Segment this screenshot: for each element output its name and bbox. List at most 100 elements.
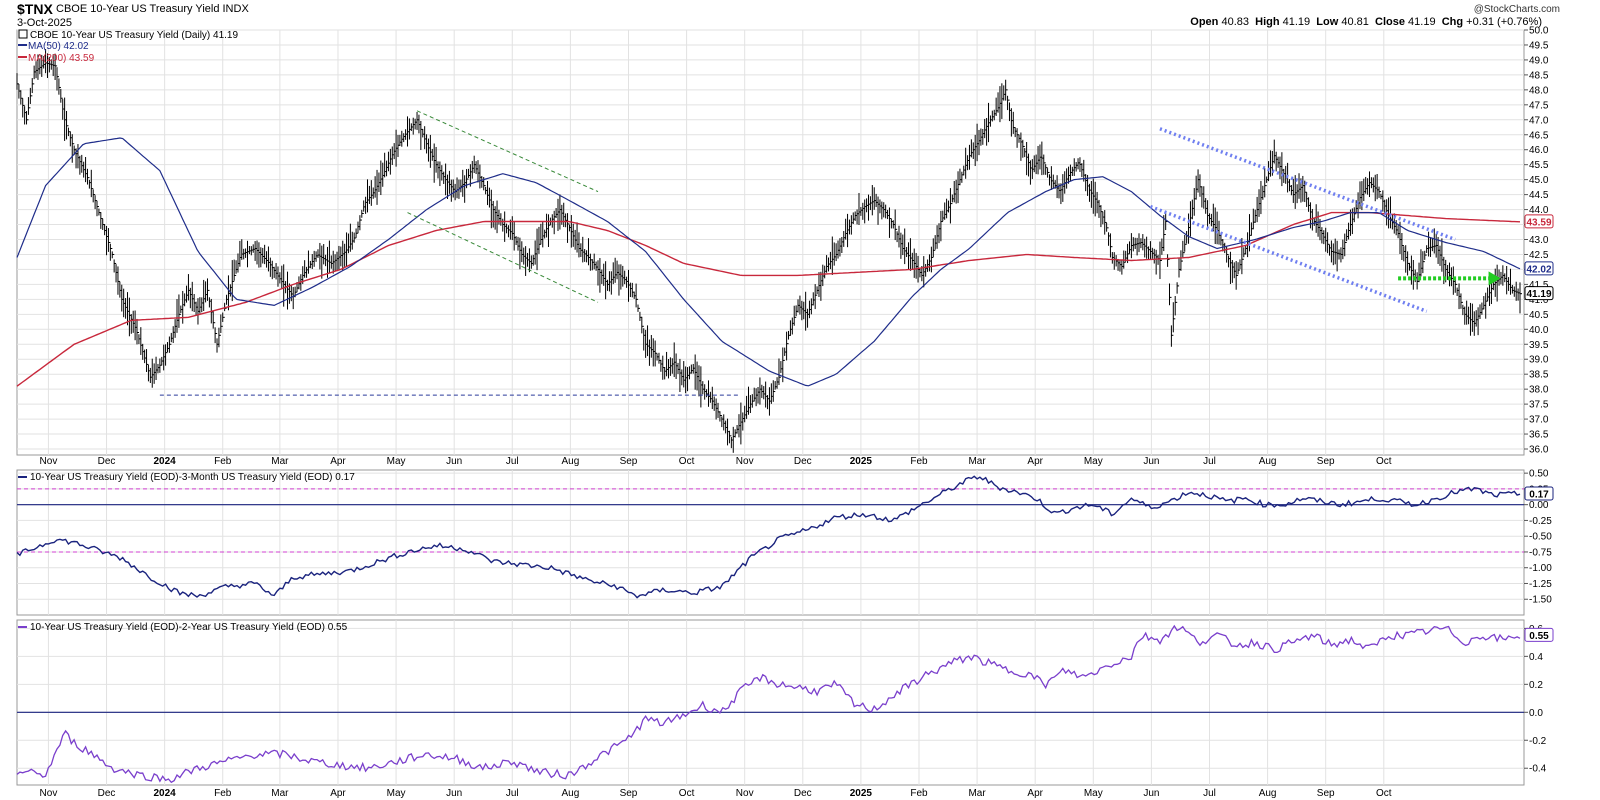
- spread-2y-badge-box: [1524, 627, 1554, 642]
- y-tick-label: -1.25: [1529, 579, 1552, 590]
- x-tick-label: Oct: [1376, 788, 1392, 799]
- y-tick-label: 0.00: [1529, 500, 1549, 511]
- open-value: 40.83: [1221, 16, 1249, 28]
- x-tick-label: Sep: [1317, 456, 1335, 467]
- x-tick-label: Jun: [1143, 456, 1159, 467]
- y-tick-label: 36.0: [1529, 445, 1549, 456]
- green-channel-lower: [407, 212, 599, 303]
- x-tick-label: Aug: [561, 788, 579, 799]
- y-tick-label: 46.0: [1529, 145, 1549, 156]
- x-tick-label: Nov: [40, 456, 58, 467]
- y-tick-label: 48.0: [1529, 85, 1549, 96]
- spread-3m-badge: 0.17: [1529, 489, 1549, 500]
- x-tick-label: Mar: [271, 456, 289, 467]
- panel-frame: [16, 469, 1525, 616]
- instrument-name: CBOE 10-Year US Treasury Yield INDX: [56, 3, 249, 15]
- low-label: Low: [1316, 16, 1339, 28]
- y-tick-label: 50.0: [1529, 26, 1549, 37]
- x-tick-label: May: [1084, 456, 1103, 467]
- x-tick-label: Apr: [1027, 456, 1043, 467]
- x-tick-label: Apr: [330, 788, 346, 799]
- y-tick-label: 0.2: [1529, 680, 1543, 691]
- x-tick-label: Dec: [98, 456, 116, 467]
- x-tick-label: Dec: [794, 456, 812, 467]
- x-tick-label: Oct: [1376, 456, 1392, 467]
- y-tick-label: 44.5: [1529, 190, 1549, 201]
- y-tick-label: -0.75: [1529, 547, 1552, 558]
- ma50-line: [16, 137, 1521, 387]
- x-tick-label: Oct: [679, 456, 695, 467]
- y-tick-label: -1.00: [1529, 563, 1552, 574]
- x-tick-label: Feb: [910, 456, 928, 467]
- x-tick-label: Jul: [506, 788, 519, 799]
- y-tick-label: 0.0: [1529, 708, 1543, 719]
- y-tick-label: -1.50: [1529, 595, 1552, 606]
- price-bars: [16, 49, 1522, 453]
- ma50-badge: 42.02: [1526, 264, 1551, 275]
- y-tick-label: 45.0: [1529, 175, 1549, 186]
- y-tick-label: -0.4: [1529, 764, 1547, 775]
- low-value: 40.81: [1341, 16, 1369, 28]
- y-tick-label: -0.2: [1529, 736, 1547, 747]
- x-tick-label: Nov: [40, 788, 58, 799]
- x-tick-label: Nov: [736, 788, 754, 799]
- y-tick-label: 40.5: [1529, 310, 1549, 321]
- y-tick-label: 49.0: [1529, 55, 1549, 66]
- ma50-legend: MA(50) 42.02: [28, 41, 89, 52]
- x-tick-label: 2025: [850, 456, 873, 467]
- x-tick-label: Jul: [506, 456, 519, 467]
- price-badge: 41.19: [1526, 289, 1551, 300]
- spread-2y-line: [16, 624, 1521, 784]
- x-tick-label: Aug: [1259, 456, 1277, 467]
- y-tick-label: -0.50: [1529, 532, 1552, 543]
- x-tick-label: May: [1084, 788, 1103, 799]
- y-tick-label: 38.0: [1529, 385, 1549, 396]
- x-tick-label: May: [387, 788, 406, 799]
- y-tick-label: 37.5: [1529, 400, 1549, 411]
- x-tick-label: Dec: [794, 788, 812, 799]
- ma200-badge-box: [1524, 214, 1554, 229]
- ticker-symbol: $TNX: [17, 1, 53, 17]
- x-tick-label: Mar: [968, 456, 986, 467]
- y-tick-label: 40.0: [1529, 325, 1549, 336]
- price-legend-icon: [18, 29, 28, 39]
- high-label: High: [1255, 16, 1280, 28]
- x-tick-label: Feb: [214, 456, 232, 467]
- y-tick-label: 49.5: [1529, 40, 1549, 51]
- x-tick-label: Sep: [620, 456, 638, 467]
- close-label: Close: [1375, 16, 1405, 28]
- x-tick-label: Aug: [1259, 788, 1277, 799]
- close-value: 41.19: [1408, 16, 1436, 28]
- x-tick-label: Jul: [1203, 788, 1216, 799]
- spread-3m-line: [16, 475, 1521, 599]
- x-tick-label: Jun: [446, 456, 462, 467]
- open-label: Open: [1190, 16, 1219, 28]
- chg-label: Chg: [1441, 16, 1464, 28]
- y-tick-label: 38.5: [1529, 370, 1549, 381]
- y-tick-label: 0.50: [1529, 469, 1549, 480]
- x-tick-label: Dec: [98, 788, 116, 799]
- y-tick-label: 0.4: [1529, 652, 1543, 663]
- x-tick-label: Sep: [1317, 788, 1335, 799]
- x-tick-label: Aug: [561, 456, 579, 467]
- y-tick-label: 41.0: [1529, 295, 1549, 306]
- ohlc-readout: Open 40.83 High 41.19 Low 40.81 Close 41…: [1190, 16, 1542, 28]
- price-badge-box: [1524, 286, 1554, 301]
- spread-3m-badge-box: [1524, 486, 1554, 501]
- x-tick-label: 2024: [154, 788, 177, 799]
- x-tick-label: Mar: [968, 788, 986, 799]
- panel-frame: [16, 619, 1525, 786]
- y-tick-label: 46.5: [1529, 130, 1549, 141]
- green-arrow-head: [1488, 271, 1501, 286]
- ma200-badge: 43.59: [1526, 217, 1551, 228]
- x-tick-label: Apr: [1027, 788, 1043, 799]
- x-tick-label: Oct: [679, 788, 695, 799]
- blue-channel-upper: [1159, 127, 1456, 242]
- y-tick-label: 42.5: [1529, 250, 1549, 261]
- panel-frame: [16, 29, 1525, 456]
- x-tick-label: Mar: [271, 788, 289, 799]
- y-tick-label: 39.5: [1529, 340, 1549, 351]
- spread-2y-badge: 0.55: [1529, 631, 1549, 642]
- blue-channel-lower: [1149, 204, 1428, 313]
